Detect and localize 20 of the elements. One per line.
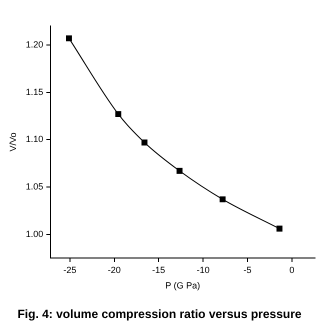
x-tick-label: -20 [108,264,121,275]
point [276,226,282,232]
y-tick-label: 1.10 [26,134,44,144]
x-tick-label: -5 [243,264,252,275]
point [115,111,122,118]
text: Fig. 4: volume compression ratio versus pressure [17,307,302,322]
y-tick-label: 1.20 [26,39,44,50]
point [220,196,226,202]
y-tick-label: 1.00 [26,228,44,239]
y-axis-title: V/Vo [8,132,18,152]
y-tick-label: 1.15 [26,86,44,97]
x-tick-label: -10 [196,264,210,275]
x-axis-title: P (G Pa) [165,280,200,291]
x-tick-label: -15 [152,264,166,275]
point [176,168,183,174]
x-tick-label: -25 [63,264,76,275]
x-tick-label: 0 [289,264,294,275]
y-tick-label: 1.05 [26,181,44,192]
point [141,140,148,146]
point [66,35,72,42]
